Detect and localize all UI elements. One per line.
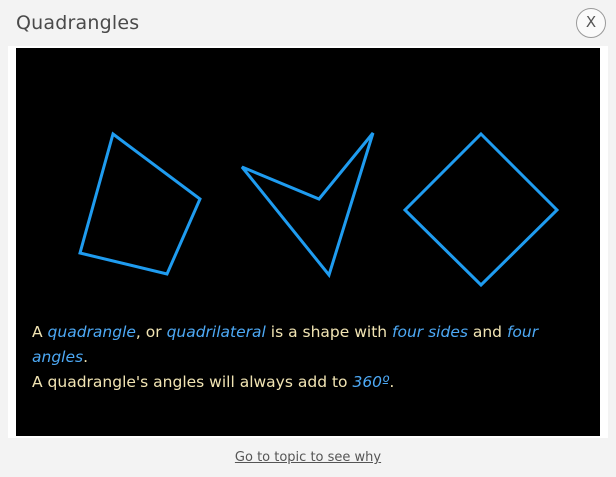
term-four-angles: four angles (32, 323, 539, 366)
description-line-2: A quadrangle's angles will always add to… (32, 370, 592, 395)
term-quadrilateral: quadrilateral (166, 323, 266, 341)
term-quadrangle: quadrangle (47, 323, 136, 341)
description-text: A quadrangle, or quadrilateral is a shap… (32, 320, 592, 395)
illustration-panel: A quadrangle, or quadrilateral is a shap… (16, 48, 600, 436)
text-segment: , or (135, 323, 167, 341)
square-shape (402, 131, 560, 288)
term-four-sides: four sides (392, 323, 468, 341)
dialog-title: Quadrangles (16, 12, 140, 34)
close-button[interactable]: X (576, 8, 606, 38)
go-to-topic-link[interactable]: Go to topic to see why (234, 450, 382, 465)
description-line-1: A quadrangle, or quadrilateral is a shap… (32, 320, 592, 370)
term-360-degrees: 360º (352, 373, 390, 391)
text-segment: A (32, 323, 48, 341)
text-segment: is a shape with (265, 323, 393, 341)
shapes-illustration (78, 131, 560, 288)
text-segment: . (389, 373, 395, 391)
text-segment: A quadrangle's angles will always add to (32, 373, 353, 391)
concave-quadrilateral-shape (240, 132, 375, 279)
irregular-quadrilateral-shape (78, 131, 202, 276)
text-segment: and (467, 323, 507, 341)
text-segment: . (83, 348, 89, 366)
